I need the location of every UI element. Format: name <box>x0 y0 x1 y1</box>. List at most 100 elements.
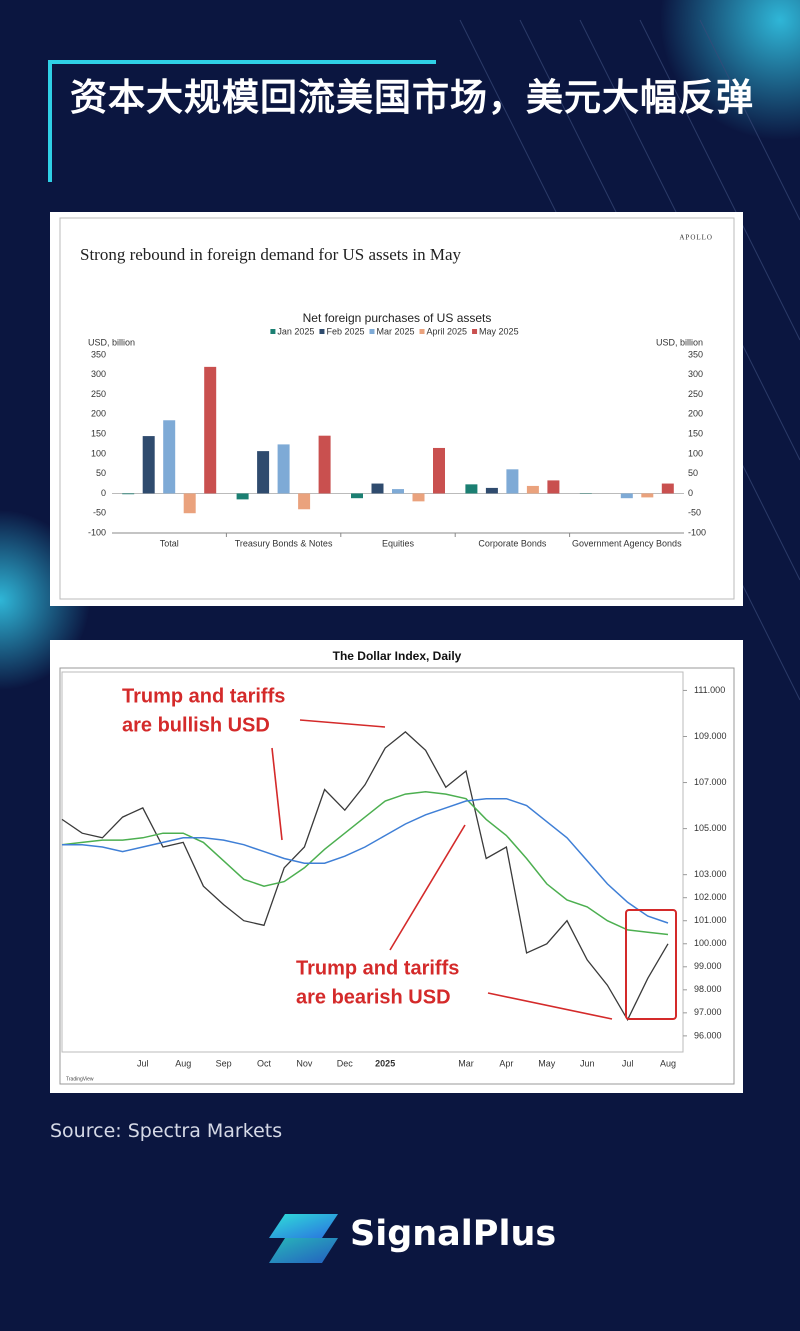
y-tick-label: 97.000 <box>694 1007 722 1017</box>
x-tick-label: Mar <box>458 1058 474 1068</box>
legend-label: May 2025 <box>479 326 519 336</box>
x-tick-label: May <box>538 1058 556 1068</box>
y-tick-label: 105.000 <box>694 823 727 833</box>
x-tick-label: Corporate Bonds <box>478 538 547 548</box>
annotation: are bearish USD <box>296 986 451 1008</box>
y-tick-label: 0 <box>101 488 106 498</box>
x-tick-label: Jun <box>580 1058 595 1068</box>
y-tick-label: 50 <box>96 468 106 478</box>
logo-icon <box>269 1214 338 1263</box>
y-tick-label: 200 <box>91 409 106 419</box>
y-tick-label: -50 <box>688 508 701 518</box>
bar <box>318 435 331 494</box>
x-tick-label: Oct <box>257 1058 272 1068</box>
x-tick-label: Nov <box>296 1058 313 1068</box>
bar <box>298 493 311 510</box>
annotation-arrow <box>487 992 613 1020</box>
y-tick-label: 100 <box>688 448 703 458</box>
bar <box>183 493 196 514</box>
chart-title: Strong rebound in foreign demand for US … <box>80 245 462 264</box>
y-axis-label: USD, billion <box>656 337 703 347</box>
line-series <box>61 791 669 936</box>
y-tick-label: -50 <box>93 508 106 518</box>
annotation: Trump and tariffs <box>296 957 459 979</box>
chart-title: The Dollar Index, Daily <box>333 649 462 663</box>
legend-label: Mar 2025 <box>376 326 414 336</box>
legend-label: Jan 2025 <box>277 326 314 336</box>
legend-swatch <box>319 329 325 334</box>
x-tick-label: Aug <box>660 1058 676 1068</box>
plot-frame <box>61 671 684 1053</box>
x-tick-label: Apr <box>499 1058 513 1068</box>
legend-swatch <box>369 329 375 334</box>
footer: TradingView <box>66 1076 94 1082</box>
bar <box>661 483 674 494</box>
bar <box>351 493 363 499</box>
y-tick-label: 109.000 <box>694 731 727 741</box>
bar <box>122 493 135 495</box>
x-tick-label: Sep <box>216 1058 232 1068</box>
page-title: 资本大规模回流美国市场，美元大幅反弹 <box>70 76 754 119</box>
bar <box>485 487 498 494</box>
x-tick-label: Dec <box>337 1058 354 1068</box>
bar <box>433 447 445 494</box>
panel-border <box>59 217 735 600</box>
legend-swatch <box>472 329 478 334</box>
y-tick-label: 111.000 <box>694 685 725 695</box>
y-tick-label: -100 <box>688 527 706 537</box>
legend-swatch <box>270 329 276 334</box>
legend-label: April 2025 <box>427 326 468 336</box>
panel-border <box>59 667 735 1085</box>
brand: APOLLO <box>679 234 713 242</box>
bar <box>204 366 217 494</box>
bar <box>526 485 539 494</box>
bar <box>506 469 519 494</box>
bar <box>277 444 290 494</box>
y-tick-label: -100 <box>88 527 106 537</box>
line-series <box>61 731 669 1022</box>
annotation: are bullish USD <box>122 714 270 736</box>
annotation-arrow <box>299 719 386 728</box>
x-tick-label: Treasury Bonds & Notes <box>235 538 333 548</box>
bar <box>465 484 478 494</box>
bar <box>412 493 425 502</box>
y-tick-label: 150 <box>91 428 106 438</box>
y-tick-label: 99.000 <box>694 961 722 971</box>
highlight-box <box>625 909 677 1020</box>
bar <box>392 489 404 494</box>
y-tick-label: 103.000 <box>694 869 727 879</box>
y-tick-label: 300 <box>688 369 703 379</box>
y-tick-label: 100.000 <box>694 938 727 948</box>
y-tick-label: 150 <box>688 428 703 438</box>
bar <box>620 493 633 499</box>
line-series <box>62 797 669 924</box>
y-tick-label: 200 <box>688 409 703 419</box>
y-tick-label: 96.000 <box>694 1030 722 1040</box>
bar <box>547 480 560 494</box>
bar <box>236 493 249 500</box>
bar <box>257 451 270 494</box>
brand: SignalPlus <box>350 1214 557 1254</box>
chart-subtitle: Net foreign purchases of US assets <box>303 311 492 325</box>
y-tick-label: 0 <box>688 488 693 498</box>
source: Source: Spectra Markets <box>50 1120 283 1142</box>
y-axis-label: USD, billion <box>88 337 135 347</box>
bar <box>163 420 176 494</box>
glow <box>660 0 800 140</box>
annotation: Trump and tariffs <box>122 685 285 707</box>
y-tick-label: 50 <box>688 468 698 478</box>
y-tick-label: 250 <box>688 389 703 399</box>
bar <box>641 493 654 498</box>
y-tick-label: 250 <box>91 389 106 399</box>
y-tick-label: 350 <box>688 349 703 359</box>
x-tick-label: Government Agency Bonds <box>572 538 682 548</box>
x-tick-label: Jul <box>137 1058 149 1068</box>
y-tick-label: 350 <box>91 349 106 359</box>
bar <box>371 483 384 494</box>
y-tick-label: 107.000 <box>694 777 727 787</box>
y-tick-label: 101.000 <box>694 915 727 925</box>
y-tick-label: 100 <box>91 448 106 458</box>
annotation-arrow <box>389 824 466 951</box>
y-tick-label: 300 <box>91 369 106 379</box>
